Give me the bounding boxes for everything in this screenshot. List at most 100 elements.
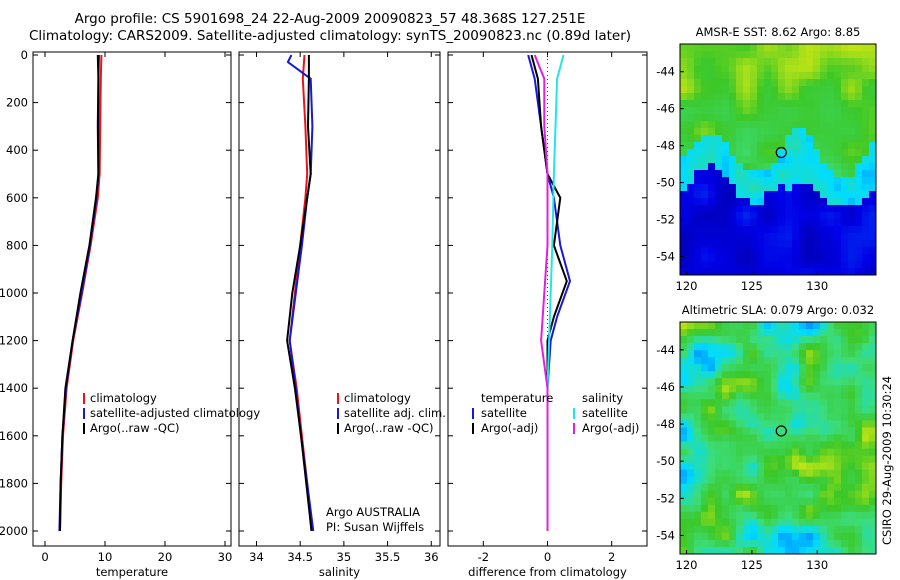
map-cell [785, 371, 793, 379]
map-cell [708, 65, 716, 73]
map-cell [841, 427, 849, 436]
map-cell [680, 86, 688, 94]
map-cell [869, 427, 876, 436]
map-cell [736, 350, 744, 358]
map-cell [708, 198, 716, 206]
map-cell [855, 441, 863, 450]
map-cell [785, 336, 793, 344]
map-cell [715, 441, 723, 450]
map-cell [834, 114, 842, 122]
map-cell [715, 329, 723, 337]
map-cell [694, 247, 702, 255]
map-cell [827, 212, 835, 220]
map-cell [799, 121, 807, 129]
map-cell [722, 455, 730, 464]
map-cell [813, 226, 821, 234]
map-cell [757, 343, 765, 351]
map-cell [855, 142, 863, 150]
map-cell [799, 490, 807, 499]
map-cell [687, 546, 695, 554]
map-cell [771, 399, 779, 407]
map-cell [701, 455, 709, 464]
map-cell [687, 343, 695, 351]
map-cell [848, 198, 856, 206]
map-cell [778, 184, 786, 192]
map-cell [715, 191, 723, 199]
map-cell [855, 128, 863, 136]
map-cell [750, 539, 758, 548]
map-cell [722, 93, 730, 101]
map-cell [736, 329, 744, 337]
map-cell [799, 177, 807, 185]
map-cell [764, 177, 772, 185]
map-cell [848, 93, 856, 101]
map-cell [827, 462, 835, 471]
map-cell [708, 51, 716, 59]
map-cell [855, 72, 863, 80]
map-cell [820, 399, 828, 407]
map-cell [841, 322, 849, 330]
map-cell [841, 329, 849, 337]
map-cell [848, 191, 856, 199]
map-cell [750, 261, 758, 269]
map-cell [799, 72, 807, 80]
map-cell [841, 135, 849, 143]
map-cell [841, 219, 849, 227]
map-cell [827, 357, 835, 365]
map-cell [757, 247, 765, 255]
map-cell [750, 93, 758, 101]
map-cell [757, 406, 765, 414]
map-cell [827, 219, 835, 227]
map-cell [869, 58, 876, 66]
map-cell [862, 511, 870, 520]
map-cell [848, 163, 856, 171]
map-cell [743, 371, 751, 379]
map-cell [680, 100, 688, 108]
map-cell [701, 371, 709, 379]
map-cell [694, 100, 702, 108]
map-cell [694, 135, 702, 143]
map-cell [729, 483, 737, 492]
map-cell [715, 261, 723, 269]
map-cell [701, 219, 709, 227]
map-cell [834, 406, 842, 414]
map-cell [764, 322, 772, 330]
map-cell [834, 142, 842, 150]
map-cell [778, 532, 786, 541]
map-cell [708, 128, 716, 136]
map-cell [757, 58, 765, 66]
map-cell [848, 546, 856, 554]
map-cell [736, 184, 744, 192]
map-cell [757, 65, 765, 73]
map-cell [715, 469, 723, 478]
map-cell [771, 469, 779, 478]
map-cell [680, 93, 688, 101]
map-cell [736, 198, 744, 206]
map-cell [736, 107, 744, 115]
map-cell [722, 539, 730, 548]
map-cell [855, 371, 863, 379]
map-cell [729, 268, 737, 275]
map-cell [750, 205, 758, 213]
map-cell [757, 170, 765, 178]
map-cell [750, 170, 758, 178]
map-cell [862, 268, 870, 275]
map-cell [743, 497, 751, 506]
map-cell [757, 364, 765, 372]
map-cell [708, 205, 716, 213]
map-cell [799, 205, 807, 213]
map-cell [869, 406, 876, 414]
map-cell [729, 532, 737, 541]
map-cell [799, 329, 807, 337]
map-cell [687, 399, 695, 407]
map-cell [792, 427, 800, 436]
map-cell [827, 44, 835, 52]
map-cell [869, 539, 876, 548]
map-cell [771, 546, 779, 554]
map-cell [841, 233, 849, 241]
map-cell [778, 357, 786, 365]
map-cell [757, 233, 765, 241]
map-cell [862, 114, 870, 122]
map-cell [862, 343, 870, 351]
map-cell [820, 455, 828, 464]
